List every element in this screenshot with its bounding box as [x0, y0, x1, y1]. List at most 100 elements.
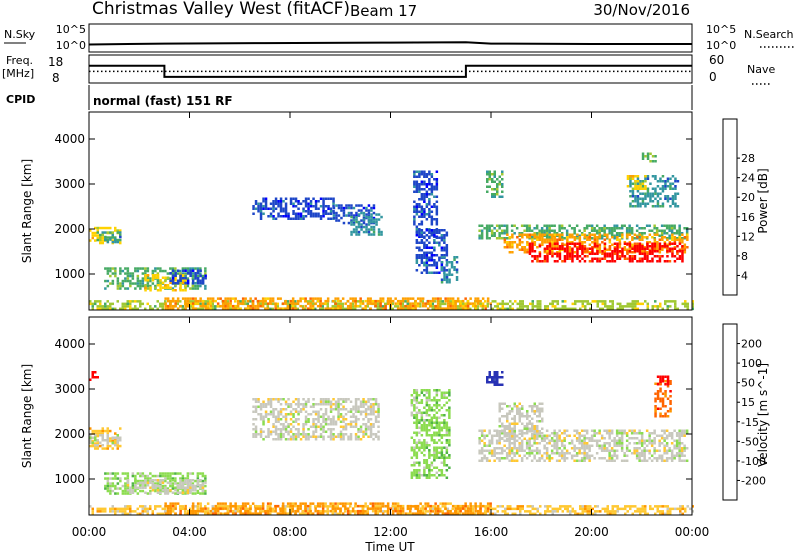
velocity-cell: [312, 425, 315, 428]
power-cell: [414, 299, 417, 303]
power-cell: [114, 267, 117, 270]
power-cell: [666, 238, 669, 241]
power-cell: [262, 197, 265, 200]
power-cell: [449, 304, 452, 308]
power-cell: [226, 304, 230, 308]
power-cell: [591, 260, 594, 263]
velocity-cell: [329, 502, 332, 505]
power-cell: [601, 302, 604, 306]
velocity-cell: [229, 507, 232, 510]
power-cell: [469, 307, 472, 311]
power-cell: [420, 180, 424, 183]
velocity-cell: [454, 512, 457, 515]
velocity-cell: [136, 486, 140, 489]
velocity-cell: [111, 472, 115, 475]
velocity-cell: [394, 507, 397, 510]
velocity-cell: [371, 509, 375, 513]
power-cell: [646, 195, 650, 198]
power-cell: [420, 231, 424, 234]
velocity-cell: [357, 435, 360, 438]
power-cell: [418, 249, 421, 252]
nsky-tick-bottom: 10^0: [56, 39, 86, 52]
velocity-cell: [377, 420, 380, 423]
velocity-cell: [241, 507, 245, 510]
power-cell: [503, 241, 507, 244]
power-cell: [191, 269, 195, 272]
velocity-cell: [367, 413, 370, 416]
power-cell: [428, 193, 431, 196]
power-cell: [593, 245, 597, 248]
power-cell: [304, 215, 308, 218]
power-cell: [639, 187, 642, 190]
power-cell: [479, 302, 482, 306]
velocity-cell: [346, 502, 350, 505]
velocity-cell: [116, 477, 120, 480]
velocity-cell: [272, 423, 275, 426]
velocity-cell: [311, 502, 315, 505]
velocity-cell: [249, 504, 252, 508]
power-cell: [673, 242, 677, 245]
power-cell: [445, 261, 449, 264]
power-cell: [438, 231, 441, 234]
velocity-cell: [241, 512, 245, 515]
power-cell: [430, 193, 434, 196]
power-cell: [646, 251, 649, 254]
velocity-cell: [259, 512, 262, 515]
power-cell: [425, 259, 429, 262]
velocity-cell: [341, 504, 345, 508]
velocity-cell: [169, 507, 172, 510]
power-cell: [119, 238, 122, 242]
power-cell: [306, 300, 309, 303]
power-cell: [381, 299, 385, 303]
velocity-cell: [420, 411, 424, 414]
velocity-cell: [136, 482, 140, 485]
velocity-cell: [124, 510, 127, 513]
power-cell: [636, 302, 639, 306]
power-cell: [254, 200, 258, 203]
velocity-cell: [179, 486, 182, 489]
velocity-cell: [166, 509, 170, 513]
power-cell: [355, 218, 358, 221]
power-cell: [334, 297, 337, 300]
velocity-cell: [362, 435, 365, 438]
power-cell: [558, 227, 561, 230]
velocity-cell: [366, 507, 370, 510]
velocity-cell: [204, 507, 207, 510]
velocity-cell: [686, 505, 689, 508]
power-cell: [448, 268, 451, 271]
power-cell: [456, 299, 460, 303]
power-cell: [478, 229, 481, 232]
power-cell: [511, 236, 514, 239]
power-cell: [439, 300, 442, 303]
power-cell: [451, 297, 455, 300]
velocity-cell: [164, 507, 167, 511]
power-cell: [274, 197, 278, 200]
power-cell: [611, 307, 614, 311]
power-cell: [292, 202, 295, 205]
velocity-cell: [144, 491, 147, 494]
velocity-cell: [679, 512, 682, 516]
power-cell: [531, 300, 534, 303]
velocity-cell: [174, 489, 177, 492]
power-cell: [638, 237, 641, 240]
power-cell: [474, 304, 477, 308]
velocity-cell: [184, 477, 187, 480]
power-cell: [289, 202, 293, 205]
velocity-cell: [684, 510, 687, 513]
freq-tick-top: 18: [48, 55, 63, 69]
power-cell: [184, 282, 187, 285]
velocity-cell: [164, 477, 167, 480]
velocity-cell: [289, 502, 292, 505]
velocity-cell: [236, 507, 239, 511]
velocity-cell: [99, 434, 102, 437]
power-cell: [639, 192, 642, 195]
velocity-cell: [329, 408, 333, 411]
velocity-cell: [201, 472, 205, 475]
velocity-cell: [287, 413, 290, 416]
velocity-cell: [201, 484, 205, 487]
power-cell: [558, 247, 562, 250]
velocity-cell: [357, 408, 360, 411]
velocity-cell: [269, 512, 272, 516]
velocity-cell: [401, 512, 404, 516]
power-cell: [361, 307, 365, 310]
